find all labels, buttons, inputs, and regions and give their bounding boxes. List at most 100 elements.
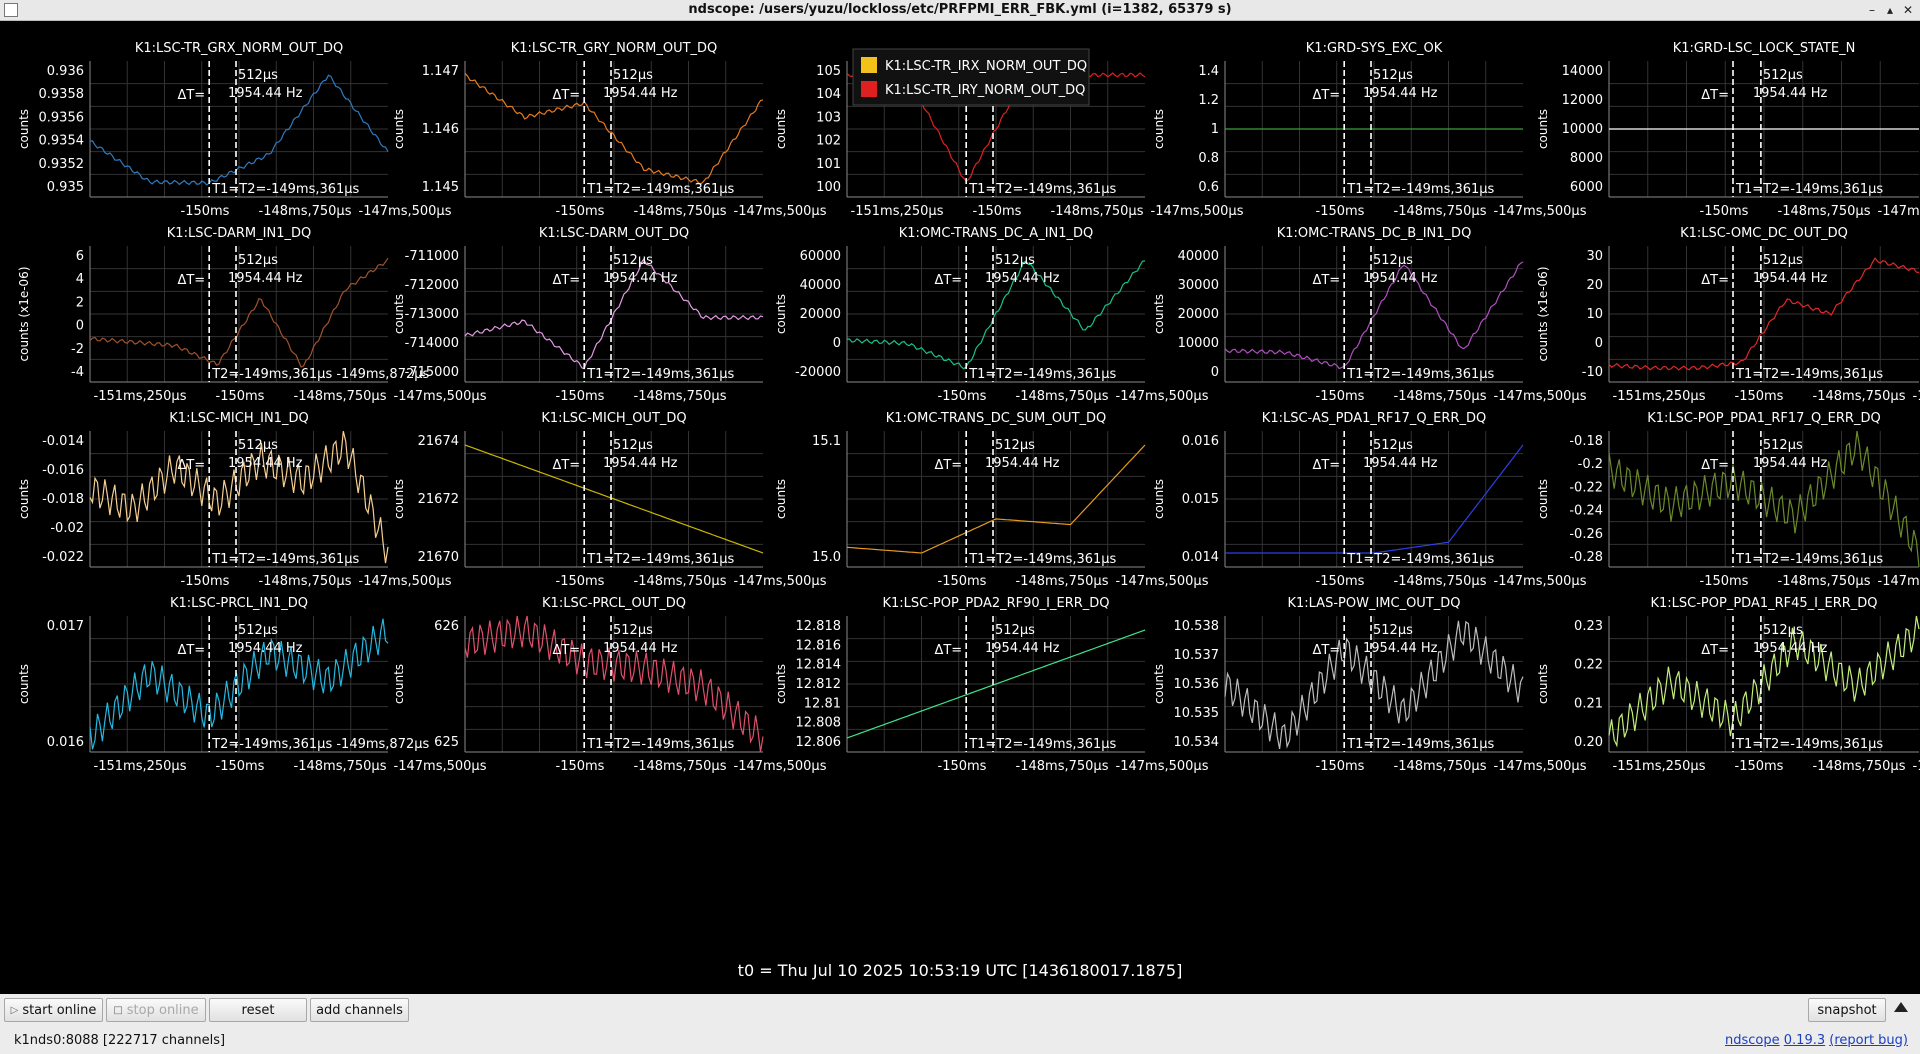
x-tick-label: -148ms,750μs <box>294 759 387 774</box>
play-icon: ▷ <box>10 1004 19 1016</box>
add-channels-button[interactable]: add channels <box>310 998 409 1022</box>
y-tick-label: 0.935 <box>47 180 84 195</box>
y-tick-label: 12.818 <box>796 619 842 634</box>
y-axis-label: counts <box>1536 479 1550 519</box>
maximize-button[interactable]: ▴ <box>1886 3 1894 17</box>
y-tick-label: 4 <box>76 272 84 287</box>
y-tick-label: 101 <box>816 157 841 172</box>
delta-t-label: ΔT= <box>1312 88 1340 103</box>
y-tick-label: -714000 <box>405 336 459 351</box>
x-tick-label: -147ms,500μs <box>359 574 452 589</box>
x-tick-label: -148ms,750μs <box>259 204 352 219</box>
y-tick-label: -0.014 <box>42 434 84 449</box>
close-button[interactable]: ✕ <box>1902 3 1914 17</box>
stop-online-button[interactable]: □ stop online <box>106 998 206 1022</box>
y-tick-label: 0 <box>1595 336 1603 351</box>
reset-button[interactable]: reset <box>209 998 307 1022</box>
delta-f-value: 1954.44 Hz <box>1363 86 1438 101</box>
y-tick-label: 10.534 <box>1174 735 1220 750</box>
y-axis-label: counts <box>1152 479 1166 519</box>
t0-label: t0 = Thu Jul 10 2025 10:53:19 UTC [14361… <box>738 961 1183 980</box>
x-tick-label: -148ms,750μs <box>1016 389 1109 404</box>
delta-t-value: 512μs <box>238 438 278 453</box>
x-tick-label: -150ms <box>938 389 987 404</box>
y-tick-label: 40000 <box>800 278 841 293</box>
ndscope-link[interactable]: ndscope <box>1725 1033 1780 1048</box>
report-bug-link[interactable]: (report bug) <box>1829 1033 1908 1048</box>
y-tick-label: -0.022 <box>42 550 84 565</box>
delta-f-value: 1954.44 Hz <box>228 456 303 471</box>
x-tick-label: -148ms,750μs <box>634 574 727 589</box>
snapshot-button[interactable]: snapshot <box>1808 998 1886 1022</box>
minimize-button[interactable]: – <box>1869 3 1875 17</box>
delta-t-value: 512μs <box>1373 623 1413 638</box>
series-line <box>846 629 1146 739</box>
delta-t-label: ΔT= <box>177 273 205 288</box>
delta-t-value: 512μs <box>995 253 1035 268</box>
y-axis-label: counts (x1e-06) <box>17 266 31 361</box>
y-tick-label: 0.9352 <box>39 157 85 172</box>
x-tick-label: -148ms,750μs <box>1051 204 1144 219</box>
cursor-time-label: T1=T2=-149ms,361μs <box>1346 737 1494 752</box>
y-tick-label: 8000 <box>1570 151 1603 166</box>
series-line <box>846 260 1146 370</box>
y-tick-label: -0.28 <box>1569 550 1603 565</box>
y-tick-label: 0.016 <box>1182 434 1219 449</box>
plot-title: K1:OMC-TRANS_DC_B_IN1_DQ <box>1277 226 1472 241</box>
y-tick-label: 10 <box>1586 307 1603 322</box>
delta-t-value: 512μs <box>1373 68 1413 83</box>
cursor-time-label: T1=T2=-149ms,361μs <box>211 552 359 567</box>
delta-f-value: 1954.44 Hz <box>603 456 678 471</box>
legend-entry: K1:LSC-TR_IRX_NORM_OUT_DQ <box>885 59 1087 74</box>
y-tick-label: 102 <box>816 134 841 149</box>
y-tick-label: -713000 <box>405 307 459 322</box>
cursor-time-label: T1=T2=-149ms,361μs <box>1735 737 1883 752</box>
start-online-button[interactable]: ▷ start online <box>4 998 103 1022</box>
app-icon <box>4 3 18 17</box>
y-tick-label: 20000 <box>800 307 841 322</box>
y-tick-label: 0 <box>76 319 84 334</box>
y-tick-label: 60000 <box>800 249 841 264</box>
y-tick-label: 0.23 <box>1574 619 1603 634</box>
x-tick-label: -147ms,500μs <box>1494 204 1587 219</box>
y-tick-label: 0.936 <box>47 64 84 79</box>
x-tick-label: -150ms <box>216 759 265 774</box>
delta-t-value: 512μs <box>1763 438 1803 453</box>
y-tick-label: -0.016 <box>42 463 84 478</box>
y-tick-label: -0.24 <box>1569 504 1603 519</box>
delta-t-value: 512μs <box>613 438 653 453</box>
delta-t-value: 512μs <box>238 623 278 638</box>
about-links: ndscope 0.19.3 (report bug) <box>1725 1033 1908 1048</box>
delta-t-label: ΔT= <box>177 88 205 103</box>
y-tick-label: 14000 <box>1562 64 1603 79</box>
x-tick-label: -148ms,750μs <box>1016 759 1109 774</box>
version-link[interactable]: 0.19.3 <box>1783 1033 1826 1048</box>
expand-up-icon[interactable] <box>1894 1002 1908 1012</box>
y-axis-label: counts <box>1536 664 1550 704</box>
plot-panel[interactable]: counts105104103102101100ΔT=512μs1954.44 … <box>774 48 1244 219</box>
y-axis-label: counts <box>17 479 31 519</box>
x-tick-label: -147ms,500μs <box>1116 574 1209 589</box>
y-axis-label: counts <box>774 664 788 704</box>
y-tick-label: 0.6 <box>1198 180 1219 195</box>
